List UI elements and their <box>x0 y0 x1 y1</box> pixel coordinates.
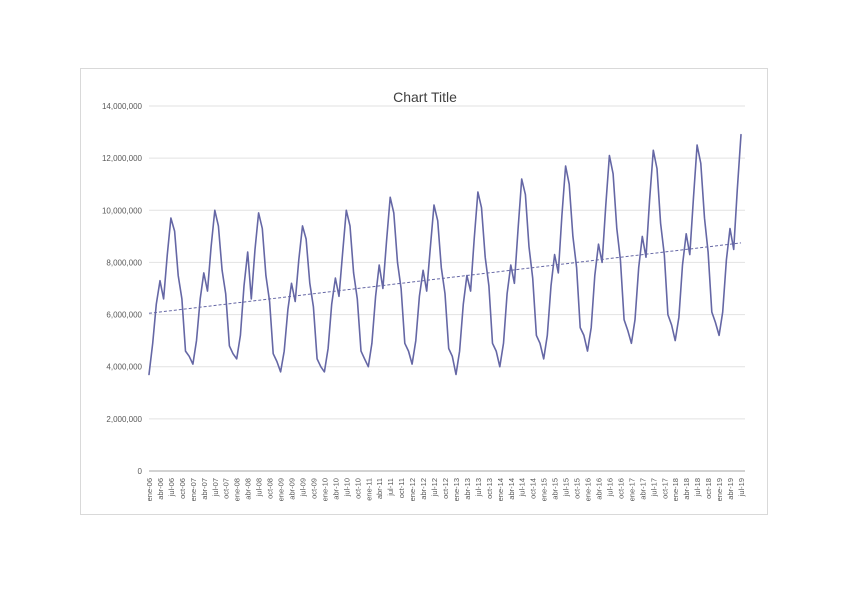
y-axis-label: 6,000,000 <box>106 311 142 320</box>
x-axis-label: jul-19 <box>737 478 746 497</box>
x-axis-label: ene-08 <box>233 478 242 501</box>
x-axis-label: ene-17 <box>627 478 636 501</box>
x-axis-label: oct-09 <box>309 478 318 499</box>
x-axis-label: oct-08 <box>266 478 275 499</box>
chart-panel: Chart Title 0 2,000,000 4,000,000 6,000,000… <box>80 68 768 515</box>
x-axis-label: jul-06 <box>167 478 176 497</box>
y-axis-label: 12,000,000 <box>102 154 143 163</box>
series-line <box>148 133 742 376</box>
x-axis-label: ene-14 <box>496 478 505 501</box>
x-axis-label: jul-18 <box>693 478 702 497</box>
x-axis-label: ene-10 <box>320 478 329 501</box>
x-axis-label: ene-18 <box>671 478 680 501</box>
y-axis-label: 10,000,000 <box>102 206 143 215</box>
x-axis-label: oct-17 <box>660 478 669 499</box>
x-axis-label: ene-19 <box>715 478 724 501</box>
y-axis-label: 4,000,000 <box>106 363 142 372</box>
x-axis-label: oct-07 <box>222 478 231 499</box>
x-axis-label: jul-11 <box>386 478 395 497</box>
x-axis-label: jul-13 <box>474 478 483 497</box>
y-axis-label: 0 <box>138 467 143 476</box>
x-axis-label: jul-15 <box>562 478 571 497</box>
x-axis-label: jul-16 <box>605 478 614 497</box>
x-axis-label: abr-13 <box>463 478 472 500</box>
x-axis-label: ene-09 <box>277 478 286 501</box>
x-axis-label: abr-07 <box>200 478 209 500</box>
y-axis-label: 14,000,000 <box>102 102 143 111</box>
chart-title: Chart Title <box>393 89 457 105</box>
x-axis-label: ene-12 <box>408 478 417 501</box>
line-chart: Chart Title 0 2,000,000 4,000,000 6,000,000… <box>102 89 746 501</box>
x-axis-label: abr-18 <box>682 478 691 500</box>
x-axis-label: jul-17 <box>649 478 658 497</box>
y-axis-label: 2,000,000 <box>106 415 142 424</box>
x-axis-label: jul-14 <box>518 478 527 497</box>
x-axis-label: ene-15 <box>540 478 549 501</box>
x-axis-label: abr-10 <box>331 478 340 500</box>
x-axis-label: abr-06 <box>156 478 165 500</box>
x-axis-label: abr-12 <box>419 478 428 500</box>
x-axis-label: ene-16 <box>584 478 593 501</box>
x-axis-label: ene-07 <box>189 478 198 501</box>
y-axis-label: 8,000,000 <box>106 258 142 267</box>
x-axis-label: oct-12 <box>441 478 450 499</box>
x-axis-label: abr-15 <box>551 478 560 500</box>
x-axis-label: abr-19 <box>726 478 735 500</box>
x-axis-label: oct-06 <box>178 478 187 499</box>
x-axis-label: jul-09 <box>299 478 308 497</box>
x-axis-label: oct-13 <box>485 478 494 499</box>
x-axis-label: abr-17 <box>638 478 647 500</box>
x-axis-label: abr-09 <box>288 478 297 500</box>
x-axis-label: oct-16 <box>616 478 625 499</box>
x-axis-label: ene-06 <box>145 478 154 501</box>
x-axis-label: jul-10 <box>342 478 351 497</box>
x-axis-label: oct-11 <box>397 478 406 498</box>
x-axis-label: oct-10 <box>353 478 362 499</box>
x-axis-label: abr-08 <box>244 478 253 500</box>
x-axis-label: oct-15 <box>573 478 582 499</box>
x-axis-label: abr-16 <box>595 478 604 500</box>
x-axis-label: jul-07 <box>211 478 220 497</box>
x-axis-label: ene-11 <box>364 478 373 501</box>
x-axis-label: abr-11 <box>375 478 384 499</box>
x-axis-label: oct-14 <box>529 478 538 499</box>
trend-line <box>148 242 742 314</box>
x-axis-label: jul-12 <box>430 478 439 497</box>
x-axis-label: abr-14 <box>507 478 516 500</box>
x-axis-label: oct-18 <box>704 478 713 499</box>
x-axis-label: jul-08 <box>255 478 264 497</box>
x-axis-label: ene-13 <box>452 478 461 501</box>
